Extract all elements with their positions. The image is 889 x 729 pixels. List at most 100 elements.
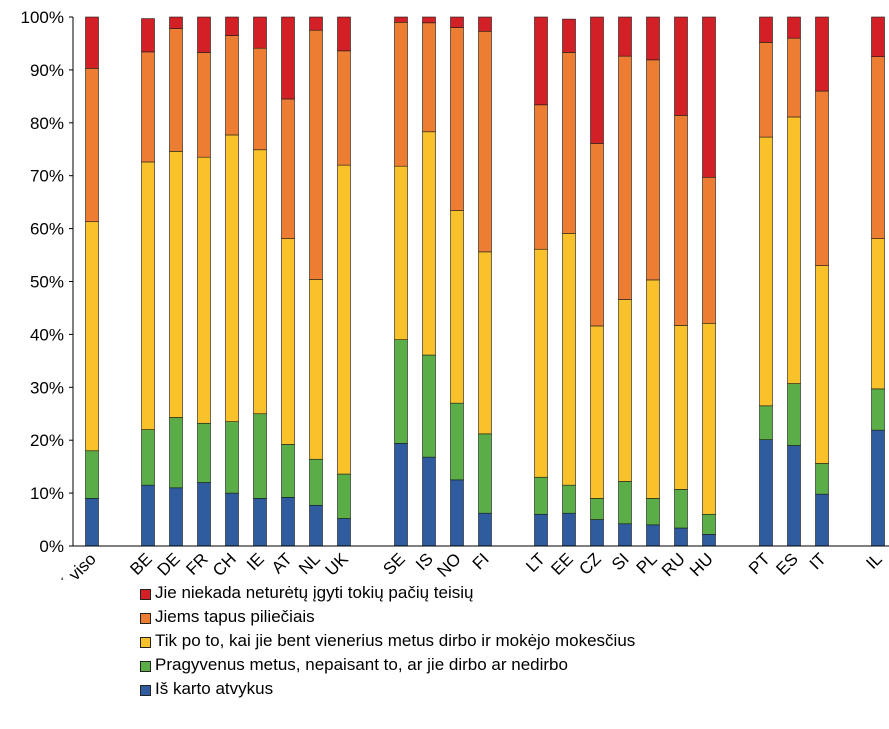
bar-segment <box>646 59 660 281</box>
bar-segment <box>702 322 716 515</box>
legend-swatch <box>140 684 151 696</box>
bar-segment <box>871 56 885 239</box>
bar-segment <box>225 421 239 494</box>
bar-segment <box>337 473 351 519</box>
legend: Jie niekada neturėtų įgyti tokių pačių t… <box>140 581 635 701</box>
y-tick-label: 70% <box>30 167 64 186</box>
bar-segment <box>674 115 688 326</box>
x-tick-label: PL <box>633 549 661 577</box>
bar-segment <box>674 489 688 529</box>
bar-segment <box>534 476 548 515</box>
bar-segment <box>422 22 436 133</box>
bar-segment <box>590 519 604 547</box>
bar-segment <box>618 481 632 525</box>
legend-item: Jiems tapus piliečiais <box>140 605 635 629</box>
bar-segment <box>337 518 351 547</box>
bar-segment <box>478 30 492 253</box>
bar-segment <box>394 165 408 340</box>
bar-segment <box>590 325 604 499</box>
bar-segment <box>394 16 408 23</box>
bar-segment <box>281 444 295 498</box>
y-tick-label: 80% <box>30 114 64 133</box>
x-tick-label: IS <box>412 549 437 574</box>
bar-segment <box>394 21 408 167</box>
bar-segment <box>787 116 801 384</box>
bar-segment <box>815 16 829 92</box>
bar-segment <box>85 68 99 223</box>
bar-segment <box>337 16 351 52</box>
bar-segment <box>759 42 773 138</box>
y-tick-label: 10% <box>30 484 64 503</box>
bar-segment <box>225 16 239 36</box>
legend-item: Tik po to, kai jie bent vienerius metus … <box>140 629 635 653</box>
x-tick-label: CZ <box>575 549 604 578</box>
bar-segment <box>225 35 239 136</box>
bar-segment <box>309 458 323 506</box>
bar-segment <box>815 463 829 495</box>
bar-segment <box>225 492 239 547</box>
bar-segment <box>225 134 239 422</box>
bar-segment <box>422 354 436 458</box>
bar-segment <box>871 238 885 390</box>
legend-swatch <box>140 636 151 648</box>
x-tick-label: IE <box>243 549 268 574</box>
x-tick-label: EE <box>547 549 576 578</box>
bar-segment <box>197 422 211 483</box>
bar-segment <box>787 37 801 118</box>
bar-segment <box>618 55 632 300</box>
bar-segment <box>759 439 773 547</box>
bar-segment <box>450 402 464 481</box>
bar-segment <box>590 143 604 327</box>
bar-segment <box>534 16 548 106</box>
bar-segment <box>450 16 464 28</box>
bar-segment <box>815 90 829 266</box>
bar-segment <box>478 512 492 547</box>
bar-segment <box>197 52 211 158</box>
bar-segment <box>646 279 660 499</box>
bar-segment <box>141 484 155 547</box>
bar-segment <box>337 50 351 166</box>
bar-segment <box>141 18 155 53</box>
stacked-bar-chart: 0%10%20%30%40%50%60%70%80%90%100% Iš vis… <box>21 8 889 580</box>
bar-segment <box>562 18 576 53</box>
bar-segment <box>253 47 267 151</box>
bar-segment <box>562 512 576 547</box>
bar-segment <box>281 98 295 239</box>
bar-segment <box>309 279 323 460</box>
bar-segment <box>787 445 801 547</box>
bar-segment <box>253 16 267 49</box>
y-tick-label: 90% <box>30 61 64 80</box>
bar-segment <box>85 450 99 499</box>
bar-segment <box>281 238 295 445</box>
y-axis-ticks: 0% 10% 20% 30% 40% 50% 60% 70% 80% 90% 100% <box>21 8 74 556</box>
bar-segment <box>702 16 716 178</box>
bars-group <box>85 16 885 547</box>
bar-segment <box>85 498 99 547</box>
bar-segment <box>422 16 436 24</box>
x-tick-label: FR <box>182 549 211 578</box>
bar-segment <box>702 534 716 547</box>
y-tick-label: 30% <box>30 378 64 397</box>
bar-segment <box>169 417 183 489</box>
bar-segment <box>534 104 548 250</box>
bar-segment <box>394 443 408 547</box>
legend-label: Tik po to, kai jie bent vienerius metus … <box>155 631 636 650</box>
bar-segment <box>562 233 576 486</box>
y-tick-label: 100% <box>21 8 64 27</box>
bar-segment <box>450 210 464 404</box>
bar-segment <box>253 413 267 499</box>
y-tick-label: 40% <box>30 325 64 344</box>
bar-segment <box>309 504 323 547</box>
x-tick-label: PT <box>745 549 774 578</box>
bar-segment <box>590 16 604 144</box>
x-tick-label: SI <box>608 549 633 574</box>
bar-segment <box>422 456 436 547</box>
bar-segment <box>253 149 267 415</box>
x-tick-label: UK <box>322 549 353 580</box>
bar-segment <box>702 176 716 324</box>
bar-segment <box>787 383 801 446</box>
bar-segment <box>871 16 885 57</box>
legend-swatch <box>140 612 151 624</box>
bar-segment <box>169 487 183 547</box>
